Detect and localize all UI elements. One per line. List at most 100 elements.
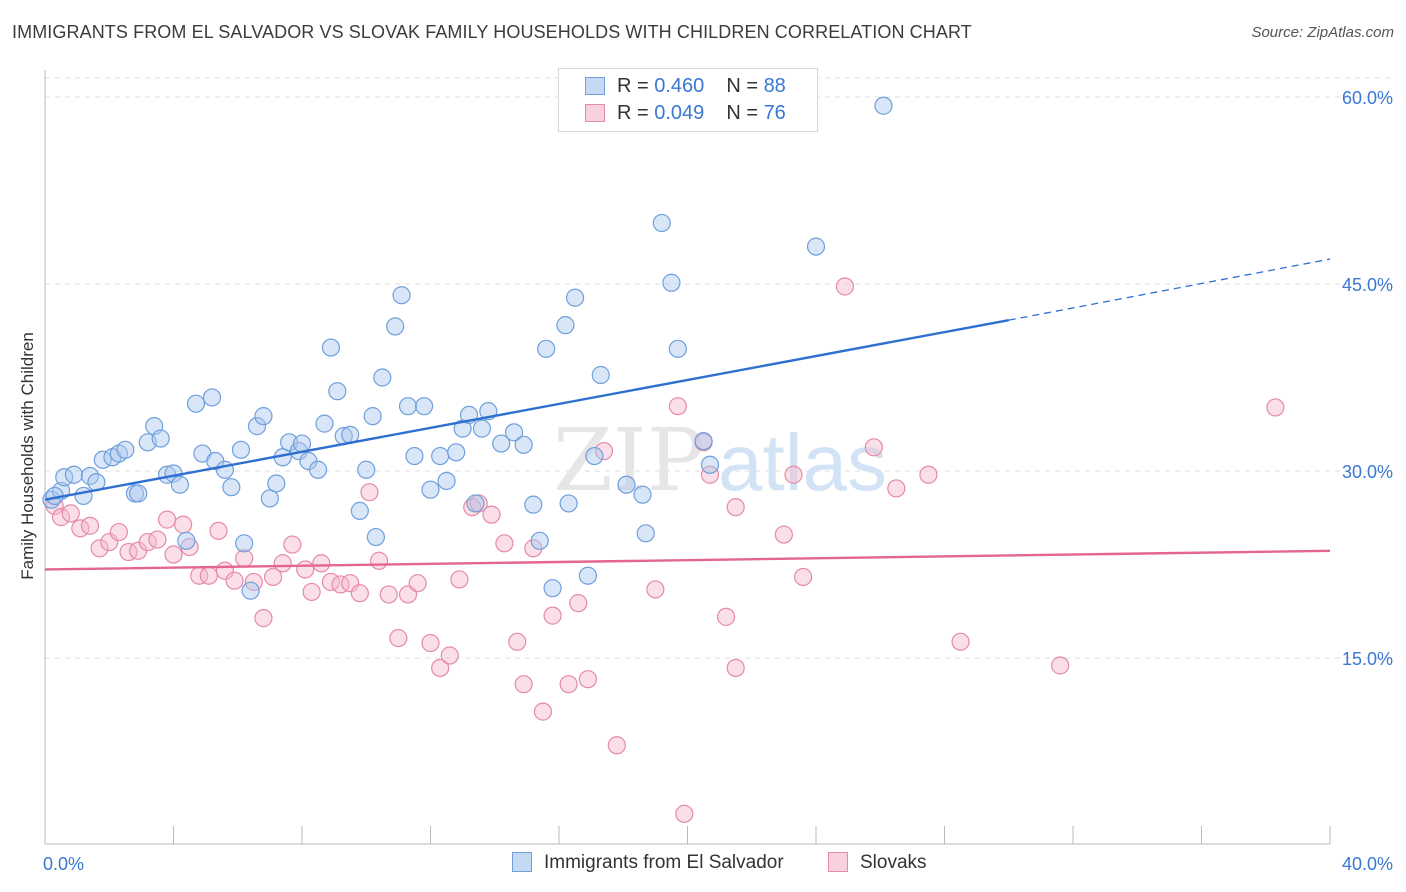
slovaks-point — [524, 539, 543, 558]
el-salvador-point — [260, 489, 279, 508]
el-salvador-point — [170, 475, 190, 494]
chart-title: IMMIGRANTS FROM EL SALVADOR VS SLOVAK FA… — [12, 22, 972, 42]
slovaks-point — [61, 504, 80, 523]
el-salvador-point — [414, 397, 434, 416]
legend-n-value: 76 — [763, 102, 786, 124]
slovaks-point — [533, 702, 553, 721]
slovaks-point — [148, 530, 167, 549]
el-salvador-point — [235, 534, 254, 553]
el-salvador-trend-extension — [1008, 258, 1331, 321]
el-salvador-point — [472, 419, 491, 438]
el-salvador-point — [357, 460, 376, 479]
slovaks-point — [90, 539, 109, 558]
slovaks-point — [209, 521, 228, 540]
el-salvador-point — [386, 317, 405, 336]
slovaks-point — [164, 545, 183, 564]
slovaks-point — [726, 658, 745, 678]
el-salvador-point — [447, 443, 466, 462]
slovaks-point — [700, 465, 720, 484]
el-salvador-point — [215, 460, 234, 479]
el-salvador-point — [636, 524, 655, 543]
x-tick-label: 0.0% — [43, 854, 84, 874]
el-salvador-point — [405, 446, 424, 466]
el-salvador-point — [537, 339, 556, 358]
el-salvador-point — [556, 316, 575, 335]
el-salvador-point — [241, 581, 260, 600]
slovaks-point — [80, 516, 100, 535]
slovaks-point — [199, 566, 218, 585]
el-salvador-point — [328, 382, 347, 401]
axes-layer — [44, 70, 1331, 845]
el-salvador-point — [129, 484, 148, 503]
slovaks-point — [1051, 656, 1070, 675]
legend: R = 0.460 N = 88 R = 0.049 N = 76 — [558, 68, 818, 132]
y-tick-label: 30.0% — [1342, 462, 1393, 482]
el-salvador-point — [431, 446, 450, 466]
slovaks-point — [668, 397, 687, 416]
legend-r-value: 0.049 — [654, 102, 705, 124]
bottom-legend-el-salvador: Immigrants from El Salvador — [512, 852, 784, 874]
slovaks-point — [450, 570, 469, 589]
slovaks-point — [559, 675, 578, 694]
chart-source: Source: ZipAtlas.com — [1251, 24, 1394, 41]
trend-lines — [44, 258, 1331, 571]
el-salvador-point — [363, 407, 382, 426]
el-salvador-point — [662, 273, 681, 292]
el-salvador-point — [74, 486, 93, 506]
legend-row-el-salvador: R = 0.460 N = 88 — [585, 75, 786, 99]
slovaks-point — [784, 465, 803, 484]
el-salvador-point — [437, 471, 456, 491]
el-salvador-point — [652, 213, 671, 233]
slovaks-point — [174, 515, 193, 534]
legend-n-value: 88 — [763, 75, 786, 97]
slovaks-point — [370, 551, 389, 570]
slovaks-point — [1266, 398, 1285, 417]
el-salvador-point — [466, 494, 485, 513]
slovaks-point — [951, 632, 970, 651]
slovaks-point — [157, 510, 177, 529]
el-salvador-point — [247, 417, 267, 436]
el-salvador-point — [514, 435, 533, 454]
slovaks-point — [283, 535, 302, 554]
tick-labels: 15.0% 30.0% 45.0% 60.0% 0.0% 40.0% — [43, 88, 1393, 874]
el-salvador-point — [151, 429, 170, 448]
slovaks-point — [726, 498, 745, 517]
slovaks-point — [341, 574, 360, 593]
bottom-legend-label: Slovaks — [860, 852, 927, 873]
slovaks-trend-line — [44, 549, 1331, 571]
el-salvador-point — [321, 338, 341, 357]
slovaks-point — [389, 628, 408, 648]
el-salvador-point — [504, 423, 524, 442]
el-salvador-point — [392, 286, 411, 305]
el-salvador-point — [254, 407, 273, 426]
el-salvador-point — [806, 237, 826, 256]
slovaks-point — [119, 542, 138, 562]
slovaks-point — [607, 736, 626, 755]
slovaks-point — [864, 438, 883, 457]
el-salvador-point — [398, 397, 418, 416]
el-salvador-point — [315, 414, 334, 433]
watermark-atlas: atlas — [718, 418, 887, 507]
slovaks-point — [421, 633, 440, 653]
bottom-legend-swatch-pink — [828, 852, 848, 872]
legend-r-value: 0.460 — [654, 75, 705, 97]
legend-r-label: R = — [617, 75, 655, 97]
slovaks-point — [794, 567, 813, 587]
slovaks-point — [109, 522, 128, 542]
y-axis-label: Family Households with Children — [18, 332, 37, 580]
legend-row-slovaks: R = 0.049 N = 76 — [585, 102, 786, 126]
slovaks-point — [543, 606, 562, 625]
slovaks-point — [594, 441, 614, 461]
slovaks-point — [225, 571, 244, 590]
bottom-legend-swatch-blue — [512, 852, 532, 872]
slovaks-point — [569, 594, 588, 613]
slovaks-point — [514, 675, 533, 694]
slovaks-point — [360, 483, 379, 502]
watermark: ZIP atlas — [553, 411, 887, 511]
el-salvador-point — [222, 478, 241, 497]
el-salvador-point — [202, 388, 222, 407]
legend-r-label: R = — [617, 102, 655, 124]
el-salvador-point — [492, 434, 511, 453]
legend-swatch-pink — [585, 104, 605, 122]
el-salvador-point — [524, 495, 543, 514]
